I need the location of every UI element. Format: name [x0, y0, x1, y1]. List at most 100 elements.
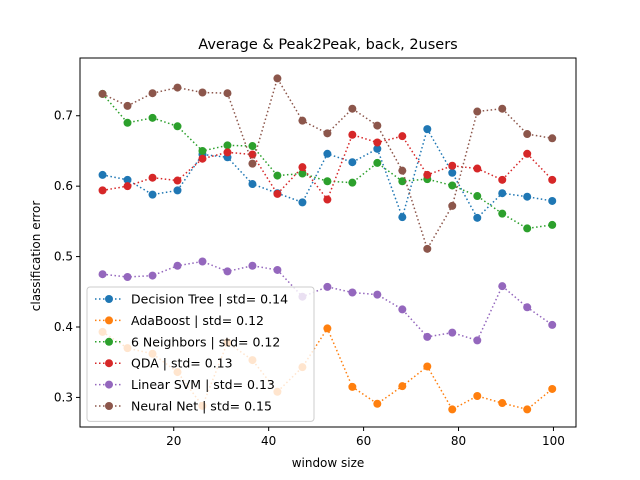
legend-item: AdaBoost | std= 0.12	[95, 313, 264, 328]
series-3	[98, 89, 557, 233]
data-point	[498, 209, 507, 218]
legend-item: Neural Net | std= 0.15	[95, 399, 272, 414]
chart-title: Average & Peak2Peak, back, 2users	[198, 37, 457, 53]
data-point	[273, 74, 282, 83]
data-point	[148, 89, 157, 98]
data-point	[398, 213, 407, 222]
x-tick-label: 60	[356, 434, 371, 448]
data-point	[548, 134, 557, 143]
series-4	[98, 130, 557, 204]
data-point	[323, 149, 332, 158]
series-6	[98, 74, 557, 253]
data-point	[398, 305, 407, 314]
data-point	[448, 328, 457, 337]
series-5	[98, 257, 557, 345]
data-point	[373, 158, 382, 167]
data-point	[473, 213, 482, 222]
data-point	[348, 130, 357, 139]
data-point	[548, 196, 557, 205]
data-point	[223, 148, 232, 157]
data-point	[123, 101, 132, 110]
axes-frame	[79, 57, 577, 428]
data-point	[248, 180, 257, 189]
legend: Decision Tree | std= 0.14 AdaBoost | std=…	[86, 286, 315, 422]
data-point	[523, 130, 532, 139]
data-point	[248, 261, 257, 270]
legend-marker	[105, 380, 113, 389]
data-point	[373, 144, 382, 153]
data-point	[173, 83, 182, 92]
data-point	[123, 118, 132, 127]
legend-label: Decision Tree | std= 0.14	[131, 292, 288, 307]
data-point	[423, 125, 432, 134]
data-point	[448, 168, 457, 177]
data-point	[423, 170, 432, 179]
legend-box	[86, 286, 315, 422]
data-point	[523, 192, 532, 201]
data-point	[373, 399, 382, 408]
data-point	[273, 265, 282, 274]
y-tick-label: 0.7	[54, 109, 73, 123]
legend-item: 6 Neighbors | std= 0.12	[95, 334, 280, 349]
x-tick-label: 100	[542, 434, 565, 448]
data-point	[348, 288, 357, 297]
data-point	[498, 104, 507, 113]
data-point	[98, 170, 107, 179]
x-tick-label: 40	[261, 434, 276, 448]
data-point	[498, 189, 507, 198]
data-point	[473, 192, 482, 201]
legend-marker	[105, 295, 113, 303]
y-tick-label: 0.5	[54, 250, 73, 264]
data-point	[173, 122, 182, 131]
data-point	[373, 138, 382, 147]
data-point	[348, 104, 357, 113]
data-point	[523, 149, 532, 158]
legend-item: QDA | std= 0.13	[95, 356, 233, 371]
data-point	[398, 132, 407, 141]
data-point	[498, 399, 507, 408]
data-point	[398, 177, 407, 186]
legend-label: QDA | std= 0.13	[131, 356, 233, 371]
data-point	[198, 154, 207, 163]
data-point	[123, 273, 132, 282]
data-point	[98, 89, 107, 98]
data-point	[448, 161, 457, 170]
data-point	[323, 177, 332, 186]
data-point	[498, 175, 507, 184]
data-point	[448, 201, 457, 210]
data-point	[298, 169, 307, 178]
data-point	[523, 405, 532, 414]
data-point	[348, 178, 357, 187]
data-point	[198, 88, 207, 97]
data-point	[123, 175, 132, 184]
data-point	[548, 384, 557, 393]
data-point	[473, 336, 482, 345]
data-point	[473, 164, 482, 173]
data-point	[323, 129, 332, 138]
data-point	[273, 189, 282, 198]
data-point	[448, 181, 457, 190]
legend-label: 6 Neighbors | std= 0.12	[131, 334, 280, 349]
y-axis-label: classification error	[29, 201, 43, 312]
data-point	[323, 282, 332, 291]
data-point	[198, 146, 207, 155]
data-point	[473, 392, 482, 401]
legend-item: Decision Tree | std= 0.14	[95, 292, 288, 307]
data-point	[273, 171, 282, 180]
data-point	[548, 220, 557, 229]
x-tick-label: 80	[451, 434, 466, 448]
data-point	[348, 382, 357, 391]
data-point	[98, 186, 107, 195]
data-point	[248, 159, 257, 168]
data-point	[98, 270, 107, 279]
data-point	[398, 166, 407, 175]
data-point	[148, 190, 157, 199]
data-point	[423, 332, 432, 341]
data-point	[173, 176, 182, 185]
legend-label: Neural Net | std= 0.15	[131, 399, 272, 414]
data-point	[523, 224, 532, 233]
data-point	[198, 257, 207, 266]
data-point	[373, 121, 382, 130]
data-point	[248, 142, 257, 151]
